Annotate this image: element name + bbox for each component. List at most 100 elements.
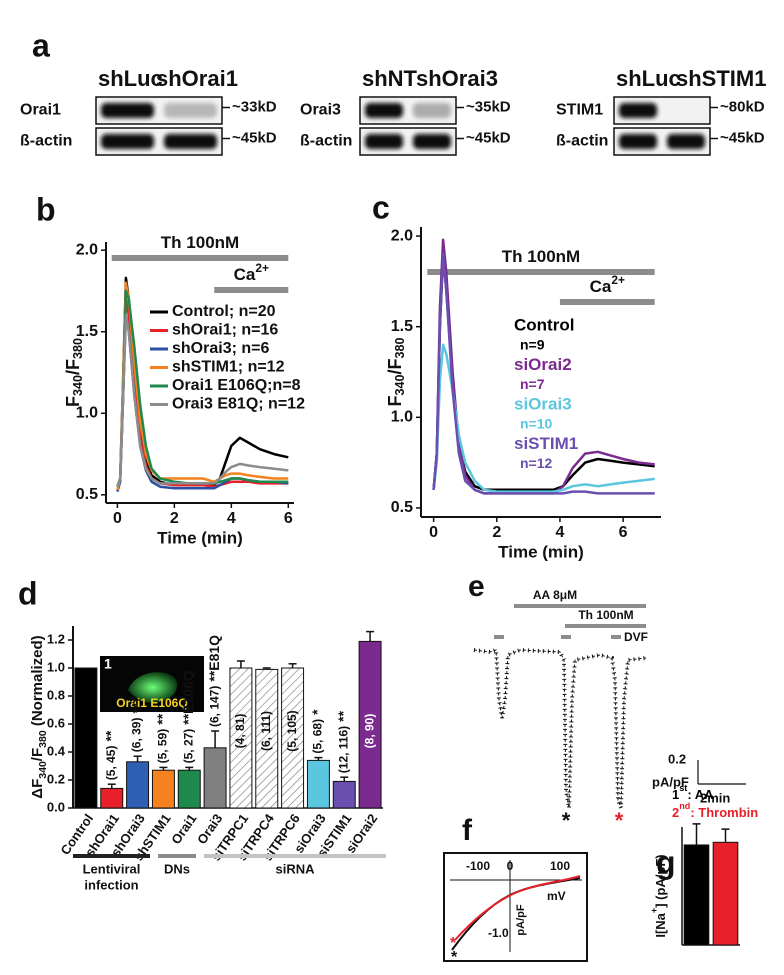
lane-label: shLuc [616, 66, 681, 91]
panel-label: d [18, 575, 38, 611]
y-axis-label: F340/F380 [385, 337, 408, 406]
panel-e: e AA 8μM Th 100nM DVF * * 0.2 pA/pF 2min [468, 570, 746, 833]
treatment-label-part: Th 100nM [161, 233, 239, 252]
legend-label: 2nd: Thrombin [672, 801, 758, 820]
y-axis-label: I[Na+] (pA/pF) [649, 854, 668, 937]
marker: * [615, 808, 624, 833]
panel-label: e [468, 570, 485, 603]
treatment-label: DVF [624, 630, 648, 644]
blot-band [413, 134, 451, 149]
n-label: (12, 116) [336, 726, 350, 773]
y-tick-label: 2.0 [76, 241, 98, 258]
legend-n: n=10 [520, 416, 553, 432]
x-tick-label: 4 [555, 524, 564, 541]
n-label: (5, 45) [104, 746, 118, 781]
y-axis-label-part: 380 [71, 338, 85, 359]
legend-n: n=12 [520, 455, 553, 471]
panel-label: a [32, 27, 50, 63]
blot-band [365, 134, 403, 149]
x-tick-label: 4 [227, 510, 236, 527]
x-tick-label: 0 [507, 859, 514, 873]
y-axis-label-part: F [385, 396, 405, 407]
trace [116, 297, 289, 488]
y-tick-label: 2.0 [391, 227, 413, 244]
y-unit: pA/pF [515, 904, 527, 935]
x-tick-label: -100 [466, 859, 490, 873]
y-axis-label-part: /F [385, 358, 405, 374]
bar [126, 761, 150, 809]
x-axis-label: Time (min) [157, 528, 243, 547]
scale-label: 0.2 [668, 751, 686, 766]
size-label: ~45kD [232, 129, 277, 146]
panel-label: g [656, 844, 676, 880]
blot-band [101, 103, 154, 118]
n-label: (6, 111) [259, 711, 273, 751]
blot-band [164, 103, 217, 118]
y-axis-label-part: ΔF [29, 779, 46, 799]
inset-frame [443, 852, 588, 962]
y-tick-label: 1.2 [47, 631, 65, 646]
scale-label: 2min [700, 790, 730, 805]
x-axis-label: Time (min) [498, 542, 584, 561]
blot-band [619, 103, 657, 118]
legend-label-part: : Thrombin [690, 805, 758, 820]
y-axis-label: ΔF340/F380 (Normalized) [29, 635, 49, 798]
marker: * [562, 808, 571, 833]
protein-label: STIM1 [556, 102, 603, 119]
y-tick-label: 1.0 [391, 409, 413, 426]
protein-label: ß-actin [556, 133, 608, 150]
treatment-label-part: Ca [590, 277, 612, 296]
bar [177, 769, 201, 809]
n-label: (5, 27) [181, 729, 195, 764]
n-label: (4, 81) [233, 714, 247, 749]
legend-n: n=7 [520, 376, 545, 392]
panel-f: f -100 0 100 mV pA/pF -1.0 * * [443, 814, 588, 966]
significance: ** [102, 730, 118, 741]
y-tick-label: 1.5 [391, 318, 413, 335]
trace [116, 281, 289, 491]
size-label: ~33kD [232, 98, 277, 115]
lane-label: shSTIM1 [676, 66, 766, 91]
y-axis-label-part: I[Na [653, 912, 668, 937]
blot-band [619, 134, 657, 149]
y-axis-label: F340/F380 [63, 338, 86, 407]
group-label: Lentiviral [83, 861, 141, 876]
y-axis-label-part: 340 [71, 375, 85, 396]
y-axis-label-part: (Normalized) [29, 635, 46, 730]
blot-band [365, 103, 403, 118]
trace [432, 252, 655, 495]
legend-label: Control [514, 315, 574, 334]
protein-label: Orai1 [20, 102, 61, 119]
y-tick-label: -1.0 [488, 926, 509, 940]
y-axis-label-part: 380 [37, 730, 49, 748]
size-label: ~35kD [466, 98, 511, 115]
treatment-label-part: 2+ [611, 273, 625, 287]
legend-label: siOrai2 [514, 355, 572, 374]
x-tick-label: 2 [170, 510, 179, 527]
panel-label: c [372, 189, 390, 225]
y-tick-label: 0.8 [47, 687, 65, 702]
n-label: (5, 105) [285, 710, 299, 751]
legend-label-part: nd [679, 801, 690, 811]
x-tick-label: 100 [550, 859, 570, 873]
lane-label: shNT [362, 66, 418, 91]
x-tick-label: 0 [113, 510, 122, 527]
legend-n: n=9 [520, 337, 545, 353]
x-unit: mV [547, 889, 566, 903]
y-tick-label: 1.0 [47, 659, 65, 674]
lane-label: shLuc [98, 66, 163, 91]
significance: **E106Q [180, 670, 196, 725]
y-tick-label: 1.5 [76, 323, 98, 340]
y-tick-label: 0.0 [47, 799, 65, 814]
x-tick-label: 6 [284, 510, 293, 527]
treatment-label-part: Ca [234, 265, 256, 284]
x-tick-label: 6 [619, 524, 628, 541]
legend-label-part: 2 [672, 805, 679, 820]
legend-label-part: 1 [672, 787, 679, 802]
n-label: (5, 59) [156, 729, 170, 764]
x-tick-label: 2 [492, 524, 501, 541]
bar [74, 667, 98, 809]
y-tick-label: 0.2 [47, 771, 65, 786]
protein-label: ß-actin [300, 133, 352, 150]
